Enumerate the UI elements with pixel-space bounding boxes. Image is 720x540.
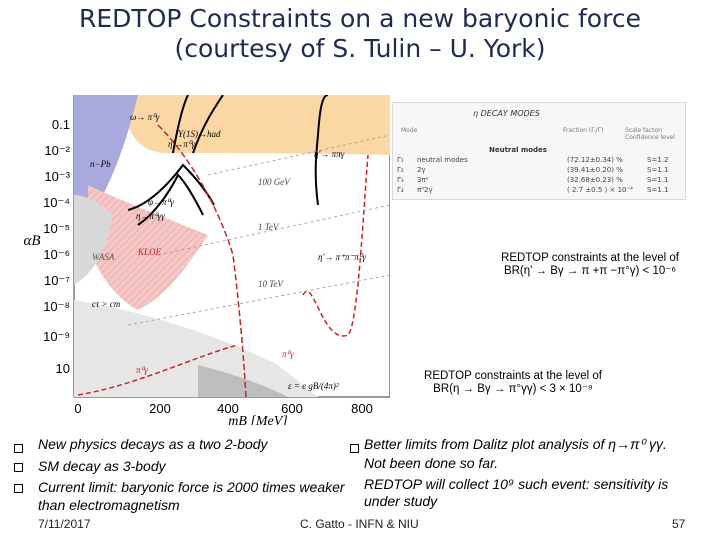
bullet-square <box>14 484 23 493</box>
alpha-b-vs-mb-plot: 0.1 10⁻² 10⁻³ 10⁻⁴ 10⁻⁵ 10⁻⁶ 10⁻⁷ 10⁻⁸ 1… <box>23 95 390 425</box>
slide-title-line1: REDTOP Constraints on a new baryonic for… <box>79 4 641 33</box>
bullet-left-3: Current limit: baryonic force is 2000 ti… <box>38 479 345 495</box>
x-tick: 0 <box>74 401 81 416</box>
row-mode: 3π⁰ <box>417 176 429 184</box>
row-fraction: (39.41±0.20) % <box>567 166 623 174</box>
bullet-right-4: under study <box>364 493 438 509</box>
row-id: Γ₂ <box>397 166 404 174</box>
footer-page-number: 57 <box>672 517 686 531</box>
upsilon-label: Υ(1S)→had <box>178 129 221 139</box>
x-tick: 600 <box>281 401 303 416</box>
y-tick: 10⁻⁶ <box>43 247 70 262</box>
ct-label: cτ > cm <box>92 299 121 309</box>
y-tick: 10 <box>56 361 70 376</box>
row-mode: neutral modes <box>417 156 468 164</box>
gev100-label: 100 GeV <box>258 177 291 187</box>
col-mode: Mode <box>401 127 418 134</box>
row-fraction: ( 2.7 ±0.5 ) × 10⁻⁴ <box>567 186 633 194</box>
y-tick: 10⁻⁸ <box>43 299 70 314</box>
tev10-label: 10 TeV <box>258 279 284 289</box>
tev1-label: 1 TeV <box>258 222 280 232</box>
epsilon-formula: ε = e gB/(4π)² <box>288 381 339 391</box>
eta-pi0gammagamma-label: η→π⁰γγ <box>136 211 165 221</box>
kloe-label: KLOE <box>137 247 162 257</box>
pi0-gamma-label: π⁰γ <box>282 349 294 359</box>
x-tick: 400 <box>217 401 239 416</box>
y-tick: 10⁻³ <box>44 169 70 184</box>
wasa-region <box>74 195 113 285</box>
table-row: Γ₂ 2γ (39.41±0.20) % S=1.1 <box>397 166 668 174</box>
decay-table-section: Neutral modes <box>489 146 547 154</box>
x-axis-label: mB [MeV] <box>228 414 288 425</box>
decay-table-heading: η DECAY MODES <box>473 109 540 118</box>
row-scale: S=1.2 <box>647 156 669 164</box>
row-fraction: (72.12±0.34) % <box>567 156 623 164</box>
phi-label: φ→π⁰γ <box>148 197 174 207</box>
row-id: Γ₁ <box>397 156 404 164</box>
footer-date: 7/11/2017 <box>38 517 91 531</box>
y-tick: 10⁻⁴ <box>43 195 70 210</box>
table-row: Γ₃ 3π⁰ (32.68±0.23) % S=1.1 <box>397 176 668 184</box>
bullet-right-2: Not been done so far. <box>364 455 499 471</box>
eta-decay-modes-table: η DECAY MODES Mode Fraction (Γᵢ/Γ) Scale… <box>392 102 686 200</box>
bullet-right-3: REDTOP will collect 10⁹ such event: sens… <box>364 476 669 492</box>
slide-title: REDTOP Constraints on a new baryonic for… <box>0 4 720 64</box>
x-tick: 800 <box>351 401 373 416</box>
bullet-square <box>14 444 23 453</box>
eta-prime-pipigamma-label: η′→ ππγ <box>314 149 345 159</box>
table-row: Γ₄ π⁰2γ ( 2.7 ±0.5 ) × 10⁻⁴ S=1.1 <box>397 186 668 194</box>
y-tick: 10⁻⁵ <box>43 221 70 236</box>
row-id: Γ₃ <box>397 176 404 184</box>
row-scale: S=1.1 <box>647 166 669 174</box>
lower-callout: REDTOP constraints at the level of BR(η … <box>418 370 608 396</box>
upsilon-region <box>118 95 390 155</box>
row-fraction: (32.68±0.23) % <box>567 176 623 184</box>
wasa-label: WASA <box>92 252 115 262</box>
row-scale: S=1.1 <box>647 186 669 194</box>
y-tick: 10⁻⁷ <box>44 273 70 288</box>
col-fraction: Fraction (Γᵢ/Γ) <box>563 127 604 134</box>
bullet-square <box>350 444 359 453</box>
bullet-left-1: New physics decays as a two 2-body <box>38 436 268 452</box>
x-tick: 200 <box>149 401 171 416</box>
ct-region <box>74 300 318 397</box>
row-id: Γ₄ <box>397 186 404 194</box>
upper-callout: REDTOP constraints at the level of BR(η'… <box>500 252 680 278</box>
row-scale: S=1.1 <box>647 176 669 184</box>
footer-author: C. Gatto - INFN & NIU <box>300 517 419 531</box>
row-mode: 2γ <box>417 166 426 174</box>
eta-prime-pi0-gamma-label: η′→π⁰γ <box>168 139 196 149</box>
pi0-gamma-label: π⁰γ <box>136 365 148 375</box>
row-mode: π⁰2γ <box>417 186 433 194</box>
y-tick: 0.1 <box>52 117 70 132</box>
bullet-left-2: SM decay as 3-body <box>38 458 166 474</box>
y-tick: 10⁻⁹ <box>43 329 70 344</box>
col-scale: Scale factor/ Confidence level <box>625 127 675 141</box>
slide-title-line2: (courtesy of S. Tulin – U. York) <box>174 34 546 63</box>
bullet-right-1: Better limits from Dalitz plot analysis … <box>364 436 667 452</box>
y-tick: 10⁻² <box>44 143 70 158</box>
bullet-square <box>14 463 23 472</box>
bullet-left-4: than electromagnetism <box>38 497 180 513</box>
n-pb-label: n−Pb <box>90 159 111 169</box>
omega-label: ω→ π⁰γ <box>130 112 160 122</box>
y-axis-label: αB <box>23 233 40 249</box>
table-row: Γ₁ neutral modes (72.12±0.34) % S=1.2 <box>397 156 668 164</box>
eta-prime-pipi-label: η′→ π⁺π⁻π⁰γ <box>318 252 366 262</box>
